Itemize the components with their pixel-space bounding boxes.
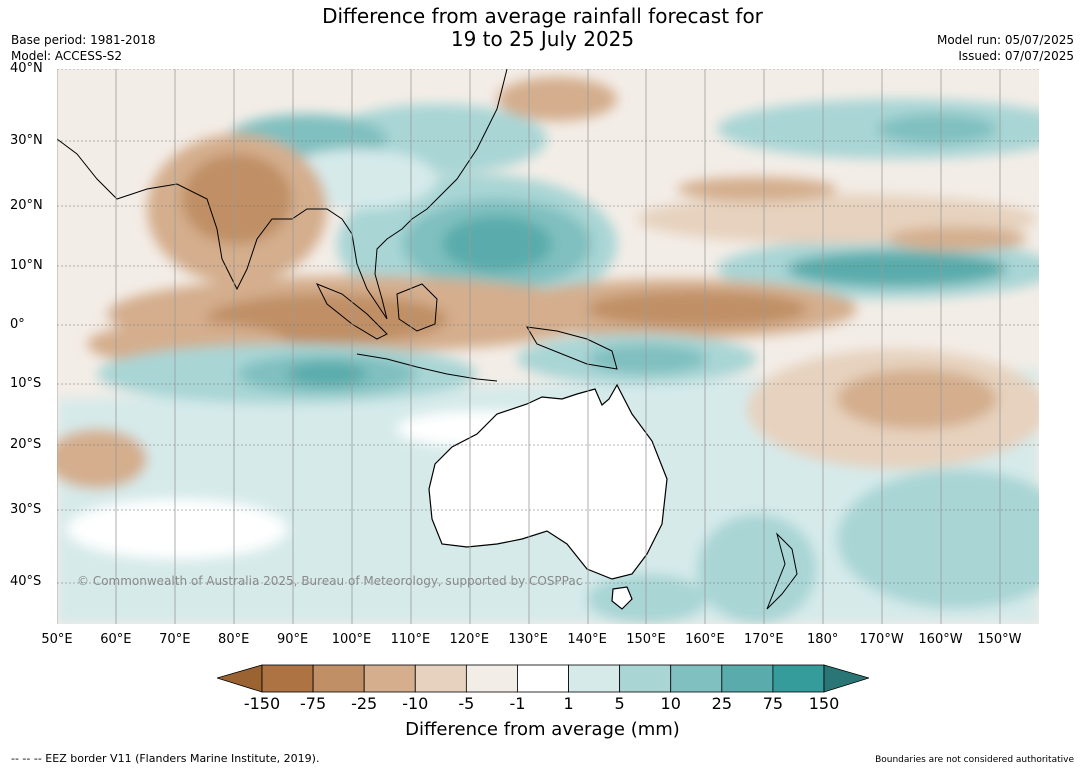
colorbar-tick-label: -75 [300, 694, 327, 713]
longitude-label: 90°E [276, 632, 309, 647]
tasmania-landmass [611, 586, 633, 610]
latitude-label: 40°N [10, 61, 43, 76]
issued-date: Issued: 07/07/2025 [958, 49, 1074, 63]
anomaly-shading [57, 77, 1039, 624]
colorbar-swatch [619, 664, 672, 693]
longitude-label: 100°E [331, 632, 372, 647]
longitude-label: 150°E [626, 632, 666, 647]
colorbar-tick-label: 75 [762, 694, 784, 713]
colorbar-swatch [465, 664, 518, 693]
latitude-label: 20°N [10, 198, 43, 213]
latitude-label: 0° [10, 317, 25, 332]
longitude-label: 70°E [159, 632, 191, 647]
longitude-label: 80°E [218, 632, 250, 647]
longitude-label: 150°W [977, 632, 1022, 647]
longitude-label: 120°E [449, 632, 490, 647]
colorbar-swatch [363, 664, 416, 693]
map-title-line-2: 19 to 25 July 2025 [450, 27, 635, 51]
colorbar-swatch [772, 664, 825, 693]
colorbar-tick-label: 25 [711, 694, 732, 713]
eez-border-note: -- -- -- EEZ border V11 (Flanders Marine… [11, 752, 320, 765]
longitude-label: 130°E [508, 632, 548, 647]
latitude-label: 10°S [10, 376, 42, 391]
latitude-label: 20°S [10, 437, 42, 452]
longitude-label: 140°E [567, 632, 607, 647]
colorbar-tick-label: 10 [660, 694, 681, 713]
colorbar-swatch [568, 664, 621, 693]
longitude-label: 160°W [918, 632, 963, 647]
longitude-label: 60°E [100, 632, 132, 647]
colorbar-swatch [670, 664, 723, 693]
new-zealand-coastline [766, 532, 798, 610]
latitude-label: 30°S [10, 502, 42, 517]
boundaries-disclaimer: Boundaries are not considered authoritat… [875, 755, 1074, 765]
metadata-right: Model run: 05/07/2025 Issued: 07/07/2025 [937, 32, 1074, 64]
longitude-label: 170°W [859, 632, 904, 647]
longitude-label: 180° [807, 632, 839, 647]
colorbar-tick-label: 1 [563, 694, 574, 713]
rainfall-anomaly-map [57, 69, 1039, 624]
colorbar-swatch [517, 664, 569, 693]
latitude-label: 30°N [10, 133, 43, 148]
colorbar-swatch [414, 664, 467, 693]
colorbar-swatch [261, 664, 314, 693]
model-name: Model: ACCESS-S2 [11, 49, 123, 63]
colorbar-tick-label: -1 [509, 694, 526, 713]
sumatra-coastline [315, 283, 388, 340]
colorbar-tick-label: -10 [402, 694, 429, 713]
new-guinea-coastline [526, 326, 618, 370]
colorbar-tick-label: 5 [614, 694, 625, 713]
colorbar-swatch [721, 664, 774, 693]
longitude-label: 110°E [390, 632, 431, 647]
java-coastline [356, 353, 498, 382]
longitude-label: 50°E [41, 632, 73, 647]
colorbar-title: Difference from average (mm) [405, 719, 680, 740]
model-run: Model run: 05/07/2025 [936, 33, 1074, 47]
asia-coastline [57, 69, 508, 320]
meridians [57, 69, 1001, 624]
base-period: Base period: 1981-2018 [11, 33, 156, 47]
colorbar [217, 664, 869, 693]
map-title-line-1: Difference from average rainfall forecas… [322, 4, 763, 28]
colorbar-tick-label: -25 [351, 694, 378, 713]
longitude-label: 160°E [685, 632, 725, 647]
longitude-label: 170°E [744, 632, 784, 647]
metadata-left: Base period: 1981-2018 Model: ACCESS-S2 [11, 32, 156, 64]
latitude-label: 10°N [10, 258, 43, 273]
colorbar-tick-label: -150 [243, 694, 281, 713]
colorbar-extend-high [823, 664, 869, 693]
colorbar-tick-label: 150 [808, 694, 840, 713]
colorbar-tick-label: -5 [458, 694, 475, 713]
copyright-notice: © Commonwealth of Australia 2025, Bureau… [77, 574, 583, 588]
borneo-coastline [396, 283, 438, 332]
colorbar-extend-low [217, 664, 263, 693]
colorbar-swatch [312, 664, 365, 693]
latitude-label: 40°S [10, 574, 42, 589]
australia-landmass [428, 383, 668, 580]
